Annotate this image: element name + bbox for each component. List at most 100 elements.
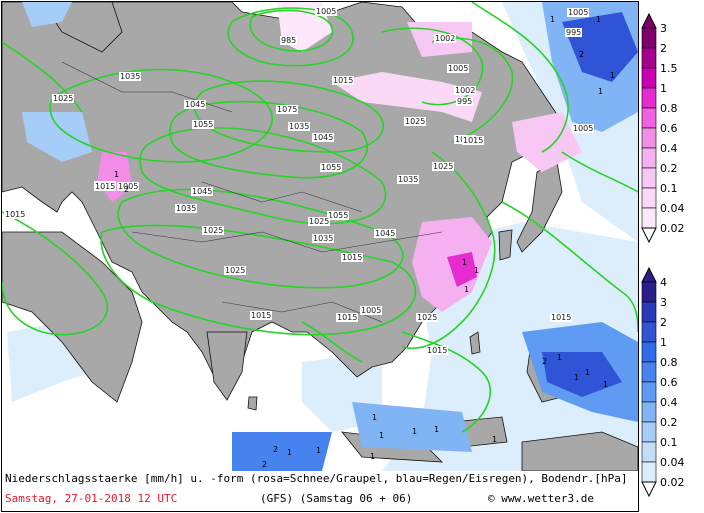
svg-text:1055: 1055 — [193, 120, 213, 129]
svg-text:1045: 1045 — [192, 187, 212, 196]
precip-value: 1 — [557, 353, 562, 362]
precip-value: 2 — [542, 357, 547, 366]
isobar-label: 1005 — [117, 182, 139, 191]
svg-text:1075: 1075 — [277, 105, 297, 114]
rain-legend-bottom-arrow — [641, 481, 657, 498]
rain-legend-label: 4 — [660, 276, 667, 289]
precip-value: 1 — [603, 380, 608, 389]
caption-model-run: (GFS) (Samstag 06 + 06) — [260, 492, 413, 505]
rain-legend-label: 0.8 — [660, 356, 678, 369]
isobar-label: 1025 — [52, 94, 74, 103]
isobar-label: 1045 — [191, 187, 213, 196]
isobar-label: 1005 — [572, 124, 594, 133]
precip-value: 1 — [370, 452, 375, 461]
precip-value: 1 — [585, 368, 590, 377]
isobar-label: 1035 — [288, 122, 310, 131]
precip-value: 1 — [550, 15, 555, 24]
isobar-label: 1045 — [184, 100, 206, 109]
rain-legend-swatch — [641, 441, 657, 463]
isobar-label: 1025 — [416, 313, 438, 322]
snow-legend-label: 2 — [660, 42, 667, 55]
precip-value: 1 — [492, 435, 497, 444]
snow-legend-swatch — [641, 47, 657, 69]
rain-legend-label: 0.02 — [660, 476, 685, 489]
svg-text:1035: 1035 — [313, 234, 333, 243]
caption-credit: © www.wetter3.de — [488, 492, 594, 505]
svg-text:1005: 1005 — [118, 182, 138, 191]
rain-legend-label: 1 — [660, 336, 667, 349]
isobar-label: 1035 — [312, 234, 334, 243]
precip-value: 2 — [579, 50, 584, 59]
svg-text:985: 985 — [281, 36, 296, 45]
isobar-label: 995 — [456, 97, 473, 106]
precip-value: 1 — [596, 15, 601, 24]
country-borders — [61, 61, 443, 323]
color-legends: 3 2 1.5 1 0.8 0.6 0.4 0.2 0.1 0.04 0.02 4 3 2 1 0.8 0.6… — [641, 12, 685, 498]
isobar-label: 1015 — [4, 210, 26, 219]
snow-legend-label: 0.6 — [660, 122, 678, 135]
svg-text:995: 995 — [457, 97, 472, 106]
rain-legend-label: 0.2 — [660, 416, 678, 429]
snow-legend-swatch — [641, 127, 657, 149]
snow-legend-swatch — [641, 27, 657, 49]
isobar-label: 1025 — [308, 217, 330, 226]
isobar-label: 1015 — [94, 182, 116, 191]
rain-legend-top-arrow — [641, 266, 657, 283]
svg-text:1055: 1055 — [321, 163, 341, 172]
svg-text:995: 995 — [566, 28, 581, 37]
snow-legend-swatch — [641, 147, 657, 169]
isobar-label: 1005 — [360, 306, 382, 315]
svg-text:1015: 1015 — [427, 346, 447, 355]
snow-legend-label: 0.1 — [660, 182, 678, 195]
snow-legend-label: 1.5 — [660, 62, 678, 75]
isobar-label: 985 — [280, 36, 297, 45]
isobar-label: 1015 — [341, 253, 363, 262]
svg-text:1002: 1002 — [455, 86, 475, 95]
isobar-label: 1015 — [336, 313, 358, 322]
svg-text:1005: 1005 — [448, 64, 468, 73]
isobar-label: 995 — [565, 28, 582, 37]
svg-text:1005: 1005 — [316, 7, 336, 16]
svg-text:1025: 1025 — [405, 117, 425, 126]
isobar-label: 1015 — [426, 346, 448, 355]
svg-text:1015: 1015 — [463, 136, 483, 145]
caption-info-row: Samstag, 27-01-2018 12 UTC (GFS) (Samsta… — [5, 492, 594, 505]
isobar-label: 1002 — [434, 34, 456, 43]
isobar-label: 1055 — [192, 120, 214, 129]
isobar-label: 1055 — [327, 211, 349, 220]
svg-text:1025: 1025 — [203, 226, 223, 235]
precip-value: 1 — [574, 373, 579, 382]
isobar-label: 1005 — [315, 7, 337, 16]
rain-legend-swatch — [641, 421, 657, 443]
snow-legend-label: 3 — [660, 22, 667, 35]
rain-legend-label: 3 — [660, 296, 667, 309]
precip-value: 1 — [114, 170, 119, 179]
svg-text:1015: 1015 — [551, 313, 571, 322]
svg-text:1015: 1015 — [251, 311, 271, 320]
isobar-labels: 1005 1005 1002 995 985 1005 1002 995 100… — [4, 7, 594, 355]
rain-legend: 4 3 2 1 0.8 0.6 0.4 0.2 0.1 0.04 0.02 — [641, 266, 685, 498]
rain-legend-label: 0.1 — [660, 436, 678, 449]
rain-legend-label: 0.4 — [660, 396, 678, 409]
rain-legend-swatch — [641, 361, 657, 383]
svg-text:1035: 1035 — [120, 72, 140, 81]
rain-field — [22, 2, 638, 471]
svg-text:1045: 1045 — [375, 229, 395, 238]
precip-value: 1 — [464, 285, 469, 294]
isobar-label: 1025 — [404, 117, 426, 126]
isobar-label: 1055 — [320, 163, 342, 172]
svg-text:1015: 1015 — [337, 313, 357, 322]
isobar-label: 1025 — [202, 226, 224, 235]
precip-value: 2 — [124, 185, 129, 194]
rain-legend-swatch — [641, 321, 657, 343]
precip-value: 1 — [610, 71, 615, 80]
isobar-label: 1035 — [397, 175, 419, 184]
snow-legend-label: 0.2 — [660, 162, 678, 175]
precip-value: 1 — [316, 446, 321, 455]
rain-legend-label: 2 — [660, 316, 667, 329]
credit-text: www.wetter3.de — [501, 492, 594, 505]
isobar-label: 1025 — [224, 266, 246, 275]
precip-value: 1 — [287, 448, 292, 457]
snow-legend-label: 1 — [660, 82, 667, 95]
snow-legend-swatch — [641, 167, 657, 189]
